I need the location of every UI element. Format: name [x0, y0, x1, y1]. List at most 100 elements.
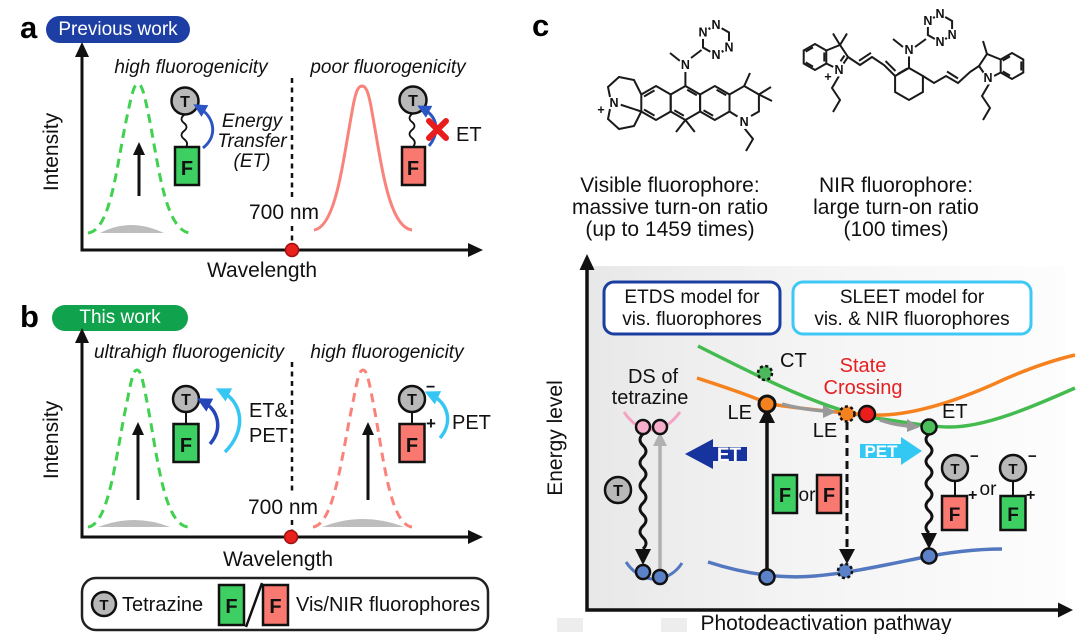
- fluorophore-letter: F: [269, 596, 281, 618]
- panel-a-700nm-label: 700 nm: [249, 201, 319, 224]
- panel-a-right-title: poor fluorogenicity: [309, 57, 467, 78]
- state-crossing-label-1: State: [840, 355, 887, 377]
- panel-b-quenched-bump-2: [322, 519, 404, 527]
- nitrogen-atom: N: [724, 41, 733, 55]
- green-fluorophore-icon: [771, 473, 799, 515]
- pet-arrow-label: PET: [864, 442, 898, 461]
- atom-bg: [946, 29, 959, 41]
- visible-molecule-atoms: N + N N N N N N: [597, 18, 752, 129]
- panel-a-left-title: high fluorogenicity: [114, 57, 269, 78]
- polymethine-chain: [922, 65, 980, 85]
- atom-bg: [934, 8, 946, 20]
- polymethine-chain: [847, 55, 896, 77]
- chain-double-bonds: [858, 51, 897, 72]
- panel-b-axes: [80, 340, 470, 539]
- visible-caption-3: (up to 1459 times): [585, 218, 754, 241]
- relaxation-gray-arrow-2: [879, 418, 909, 428]
- legend-green-fluorophore-icon: [217, 583, 246, 627]
- nitrogen-atom: N: [983, 71, 992, 85]
- nitrogen-atom: N: [711, 18, 720, 32]
- tetrazine-letter: T: [180, 94, 190, 111]
- scan-artifact: [661, 618, 687, 632]
- energy-transfer-label-3: (ET): [234, 151, 271, 172]
- sleet-box-line-2: vis. & NIR fluorophores: [814, 309, 1009, 330]
- etds-box-line-1: ETDS model for: [624, 287, 760, 308]
- visible-caption-2: massive turn-on ratio: [572, 196, 768, 219]
- ground-crossing-dot: [836, 562, 854, 580]
- panel-b-yaxis-label: Intensity: [40, 400, 63, 479]
- panel-b-red-emission-curve: [312, 368, 413, 529]
- ground-state-dot: [758, 568, 776, 586]
- panel-b-700nm-label: 700 nm: [248, 496, 318, 519]
- state-crossing-label-2: Crossing: [824, 377, 903, 399]
- legend-tetrazine-icon: [90, 590, 118, 618]
- et-curved-arrow: [196, 398, 220, 446]
- this-work-badge: This work: [52, 305, 188, 331]
- minus-charge: −: [970, 448, 979, 465]
- ring: [669, 84, 702, 122]
- state-crossing-dot: [857, 404, 877, 424]
- nir-caption-2: large turn-on ratio: [813, 196, 979, 219]
- tetrazine-letter: T: [613, 483, 623, 500]
- nitrogen-atom: N: [948, 28, 957, 42]
- relaxation-gray-arrow: [781, 402, 825, 413]
- diagram-axes: [585, 268, 1060, 612]
- panel-a-red-emission-curve: [313, 84, 413, 232]
- nonradiative-decay-squiggle: [638, 432, 648, 551]
- or-label: or: [799, 485, 817, 506]
- excitation-arrowhead: [759, 407, 775, 423]
- panel-b-yaxis-arrow: [75, 328, 89, 343]
- ds-state-dot: [634, 418, 652, 436]
- le-label: LE: [728, 402, 752, 424]
- panel-b-left-title: ultrahigh fluorogenicity: [94, 342, 286, 363]
- ct-state-dot: [756, 364, 774, 382]
- tetrazine-letter: T: [1008, 461, 1017, 478]
- nitrogen-atom: N: [698, 26, 707, 40]
- nitrogen-atom: N: [935, 7, 944, 21]
- panel-b-quenched-bump: [98, 520, 170, 527]
- panel-b-xaxis-arrow: [468, 530, 483, 544]
- et-block-arrow: [685, 439, 747, 469]
- blocked-et-label: ET: [456, 124, 482, 146]
- gray-arrowhead: [653, 432, 667, 446]
- ct-label: CT: [780, 350, 807, 372]
- tetrazine-anion-icon: [940, 453, 970, 483]
- red-fluorophore-cation-icon: [398, 422, 426, 464]
- nonradiative-decay-squiggle-2: [924, 432, 934, 535]
- gray-arrowhead: [907, 419, 920, 432]
- atom-bg: [722, 41, 736, 54]
- methyl: [982, 40, 988, 55]
- fluorophore-letter: F: [225, 596, 237, 618]
- nitrogen-atom: N: [904, 43, 913, 57]
- tetrazine-ds-curve: [622, 411, 682, 432]
- tetrazine-letter: T: [950, 461, 959, 478]
- gray-arrowhead: [823, 405, 836, 418]
- energy-transfer-arrow: [193, 104, 214, 150]
- atom-bg: [607, 96, 621, 110]
- ethyl: [743, 127, 755, 152]
- fluorophore-letter: F: [823, 485, 835, 507]
- ground-state-dot: [634, 563, 652, 581]
- ring: [977, 52, 1002, 78]
- panel-b-700nm-dot: [283, 529, 299, 545]
- double-bond: [839, 54, 846, 62]
- panel-a-xaxis-arrow: [468, 243, 483, 257]
- ring: [640, 84, 672, 122]
- nitrogen-atom: N: [935, 35, 944, 49]
- panel-a-axes: [80, 54, 470, 252]
- panel-a-linker-squiggle: [180, 114, 189, 148]
- green-fluorophore-cation-icon: [999, 494, 1027, 532]
- atom-bg: [709, 48, 723, 62]
- legend-tetrazine-label: Tetrazine: [122, 594, 203, 616]
- panel-b-xaxis-label: Wavelength: [223, 548, 333, 571]
- green-fluorophore-icon: [173, 145, 201, 187]
- legend-slash: [244, 582, 264, 628]
- ground-state-dot: [920, 547, 938, 565]
- bond: [619, 103, 642, 113]
- pet-curved-arrow-2: [424, 391, 450, 440]
- panel-a-xaxis-label: Wavelength: [207, 259, 317, 282]
- gem-dimethyl: [675, 119, 696, 133]
- sleet-model-box: [791, 280, 1033, 336]
- previous-work-badge: Previous work: [46, 16, 190, 43]
- dashed-decay-arrowhead: [839, 549, 855, 564]
